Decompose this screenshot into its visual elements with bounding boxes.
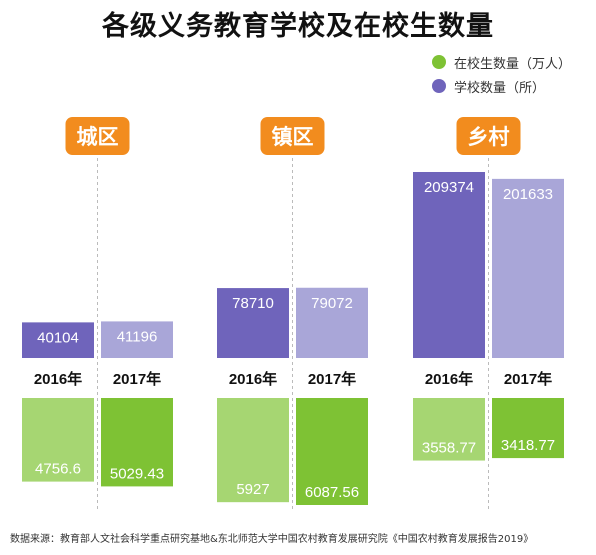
student-bar-town-2017 [296,398,368,505]
student-value-town-2016: 5927 [236,481,269,498]
school-value-town-2017: 79072 [311,295,353,312]
region-label-village: 乡村 [468,125,510,149]
student-bar-village-2016 [413,398,485,461]
year-label-town-2017: 2017年 [308,370,356,388]
school-bar-house-2017 [101,321,173,358]
bar-chart: 城区 40104 41196 2016年 2017年 4756.6 5029.43 镇区 787… [22,117,564,512]
school-bar-town-2016 [217,288,289,358]
school-value-village-2017: 201633 [503,186,553,203]
region-label-house: 城区 [77,125,119,149]
legend-label-students: 在校生数量（万人） [454,56,572,72]
student-value-village-2017: 3418.77 [501,437,555,454]
chart-title: 各级义务教育学校及在校生数量 [102,11,494,42]
year-label-town-2016: 2016年 [229,370,277,388]
student-bar-village-2017 [492,398,564,459]
student-value-town-2017: 6087.56 [305,484,359,501]
legend-item-schools: 学校数量（所） [432,76,545,96]
school-bar-town-2017 [296,287,368,358]
region-label-town: 镇区 [272,125,314,149]
year-label-house-2017: 2017年 [113,370,161,388]
legend-swatch-schools [432,79,446,93]
data-source-note: 数据来源：教育部人文社会科学重点研究基地&东北师范大学中国农村教育发展研究院《中… [10,534,534,545]
school-bar-village-2017 [492,178,564,358]
student-bar-house-2017 [101,398,173,487]
school-bar-village-2016 [413,172,485,358]
year-label-village-2016: 2016年 [425,370,473,388]
legend-swatch-students [432,55,446,69]
region-badge-village [456,117,521,155]
region-badge-town [260,117,325,155]
year-label-village-2017: 2017年 [504,370,552,388]
legend-label-schools: 学校数量（所） [454,80,546,96]
region-badge-house [65,117,130,155]
student-value-house-2016: 4756.6 [35,461,81,478]
school-value-house-2016: 40104 [37,329,79,346]
student-value-village-2016: 3558.77 [422,440,476,457]
student-bar-town-2016 [217,398,289,503]
legend-item-students: 在校生数量（万人） [432,52,571,72]
student-bar-house-2016 [22,398,94,482]
school-value-house-2017: 41196 [117,328,158,345]
school-bar-house-2016 [22,322,94,358]
student-value-house-2017: 5029.43 [110,465,164,482]
year-label-house-2016: 2016年 [34,370,82,388]
school-value-town-2016: 78710 [232,295,274,312]
school-value-village-2016: 209374 [424,179,474,196]
